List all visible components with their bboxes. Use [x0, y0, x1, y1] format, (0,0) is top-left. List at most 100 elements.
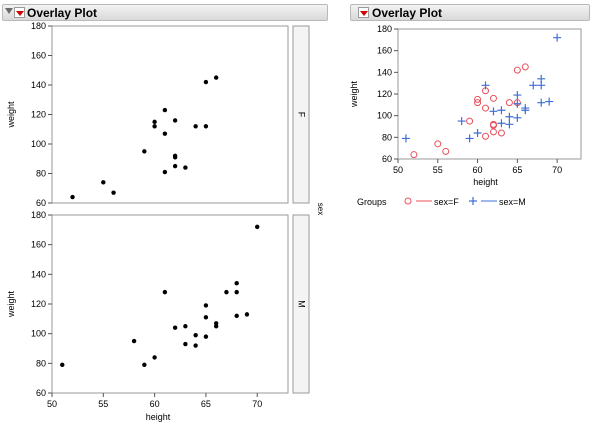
- data-point-sex-m: [537, 74, 546, 83]
- data-point: [193, 332, 198, 338]
- plot-frame-f: [51, 25, 289, 204]
- data-point: [152, 355, 157, 360]
- data-point: [234, 289, 239, 295]
- legend-label-sex-m: sex=M: [499, 197, 526, 207]
- legend-label-sex-f: sex=F: [434, 197, 459, 207]
- y-tick-label: 80: [36, 358, 46, 368]
- y-tick-label: 140: [31, 269, 46, 279]
- y-tick-label: 180: [31, 210, 46, 220]
- data-point: [203, 79, 209, 85]
- data-point-sex-m: [465, 134, 474, 143]
- y-tick-label: 160: [31, 240, 46, 250]
- data-point: [60, 362, 65, 368]
- data-point: [111, 190, 116, 195]
- x-axis-label: height: [473, 177, 498, 187]
- plot-frame: [397, 28, 582, 160]
- data-point-sex-f: [489, 94, 497, 102]
- left-overlay-plot: F 60 80 100 120 140 160 180 weight M 60 80 100 120 140…: [6, 21, 325, 422]
- data-point: [234, 313, 239, 319]
- x-tick-label: 70: [252, 399, 262, 409]
- disclosure-triangle-icon[interactable]: [5, 8, 13, 14]
- data-point: [203, 124, 209, 129]
- y-tick-label: 160: [31, 51, 46, 61]
- y-tick-label: 80: [382, 132, 392, 142]
- y-tick-label: 120: [377, 89, 392, 99]
- y-tick-label: 60: [382, 154, 392, 164]
- x-tick-label: 60: [150, 399, 160, 409]
- data-point-sex-m: [521, 106, 530, 115]
- data-point: [193, 343, 198, 348]
- x-tick-label: 55: [98, 399, 108, 409]
- data-point-sex-m: [457, 117, 466, 126]
- data-point-sex-m: [513, 91, 522, 100]
- group-label-m: M: [297, 300, 307, 308]
- y-axis-label: weight: [6, 101, 16, 129]
- data-point: [152, 124, 157, 129]
- right-report-title: Overlay Plot: [372, 6, 443, 20]
- data-point-sex-m: [553, 33, 562, 42]
- data-point: [213, 75, 219, 80]
- data-point-sex-m: [497, 106, 506, 115]
- data-point-sex-m: [537, 98, 546, 107]
- data-point-sex-m: [505, 112, 514, 121]
- legend-marker-sex-m: [469, 197, 477, 205]
- data-point-sex-f: [442, 147, 450, 155]
- data-point: [203, 303, 209, 308]
- y-tick-label: 100: [31, 139, 46, 149]
- data-point: [131, 338, 137, 344]
- group-strip-f: [292, 25, 310, 204]
- data-point: [162, 107, 168, 113]
- right-report-header: Overlay Plot: [350, 4, 590, 21]
- y-tick-label: 60: [36, 198, 46, 208]
- data-point-sex-m: [497, 119, 506, 128]
- group-strip-m: [292, 214, 310, 394]
- data-point: [172, 118, 178, 123]
- data-point: [224, 289, 229, 295]
- y-tick-label: 160: [377, 46, 392, 56]
- data-point-sex-f: [497, 129, 505, 137]
- data-point: [142, 362, 147, 368]
- x-tick-label: 50: [393, 165, 403, 175]
- plot-frame-m: [51, 214, 289, 394]
- data-point-sex-f: [482, 104, 490, 112]
- data-point: [172, 325, 178, 330]
- data-point-sex-f: [521, 63, 529, 71]
- y-tick-label: 100: [377, 111, 392, 121]
- data-point: [162, 289, 168, 295]
- legend-marker-sex-f: [404, 197, 412, 205]
- data-point-sex-m: [545, 97, 554, 106]
- data-point-sex-f: [410, 151, 418, 159]
- red-triangle-menu-icon[interactable]: [358, 7, 369, 18]
- y-tick-label: 180: [31, 21, 46, 31]
- left-report-header: Overlay Plot: [2, 4, 328, 21]
- y-tick-label: 100: [31, 329, 46, 339]
- data-point: [183, 165, 188, 170]
- y-tick-label: 140: [377, 67, 392, 77]
- data-point-sex-f: [513, 66, 521, 74]
- data-point-sex-m: [513, 99, 522, 108]
- data-point: [183, 324, 188, 329]
- data-point: [193, 124, 198, 129]
- y-tick-label: 120: [31, 110, 46, 120]
- x-tick-label: 65: [201, 399, 211, 409]
- y-tick-label: 80: [36, 169, 46, 179]
- red-triangle-menu-icon[interactable]: [14, 7, 25, 18]
- data-point: [172, 163, 178, 169]
- data-point-sex-m: [505, 120, 514, 129]
- data-point: [162, 169, 168, 175]
- x-tick-label: 70: [552, 165, 562, 175]
- legend-title: Groups: [357, 197, 387, 207]
- x-tick-label: 50: [47, 399, 57, 409]
- data-point-sex-f: [474, 95, 482, 103]
- y-tick-label: 140: [31, 80, 46, 90]
- data-point: [101, 180, 106, 185]
- data-point-sex-m: [401, 134, 410, 143]
- x-tick-label: 55: [433, 165, 443, 175]
- y-axis-label: weight: [6, 290, 16, 318]
- data-point-sex-m: [529, 81, 538, 90]
- data-point: [183, 341, 188, 347]
- y-axis-label: weight: [349, 80, 359, 108]
- group-label-f: F: [297, 112, 307, 118]
- data-point-sex-m: [489, 107, 498, 116]
- x-axis-label: height: [146, 412, 171, 422]
